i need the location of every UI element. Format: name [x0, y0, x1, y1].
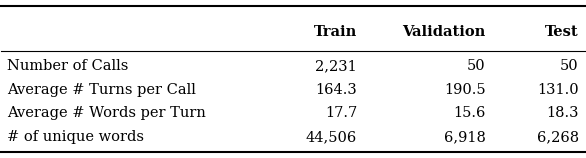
Text: Average # Turns per Call: Average # Turns per Call [7, 83, 196, 97]
Text: Train: Train [314, 25, 357, 40]
Text: Validation: Validation [402, 25, 485, 40]
Text: 50: 50 [560, 59, 579, 73]
Text: # of unique words: # of unique words [7, 130, 144, 144]
Text: 50: 50 [467, 59, 485, 73]
Text: Test: Test [545, 25, 579, 40]
Text: 131.0: 131.0 [537, 83, 579, 97]
Text: 18.3: 18.3 [546, 106, 579, 120]
Text: Number of Calls: Number of Calls [7, 59, 128, 73]
Text: 2,231: 2,231 [315, 59, 357, 73]
Text: 6,268: 6,268 [537, 130, 579, 144]
Text: 6,918: 6,918 [444, 130, 485, 144]
Text: 190.5: 190.5 [444, 83, 485, 97]
Text: 15.6: 15.6 [453, 106, 485, 120]
Text: 17.7: 17.7 [325, 106, 357, 120]
Text: 164.3: 164.3 [315, 83, 357, 97]
Text: 44,506: 44,506 [306, 130, 357, 144]
Text: Average # Words per Turn: Average # Words per Turn [7, 106, 206, 120]
